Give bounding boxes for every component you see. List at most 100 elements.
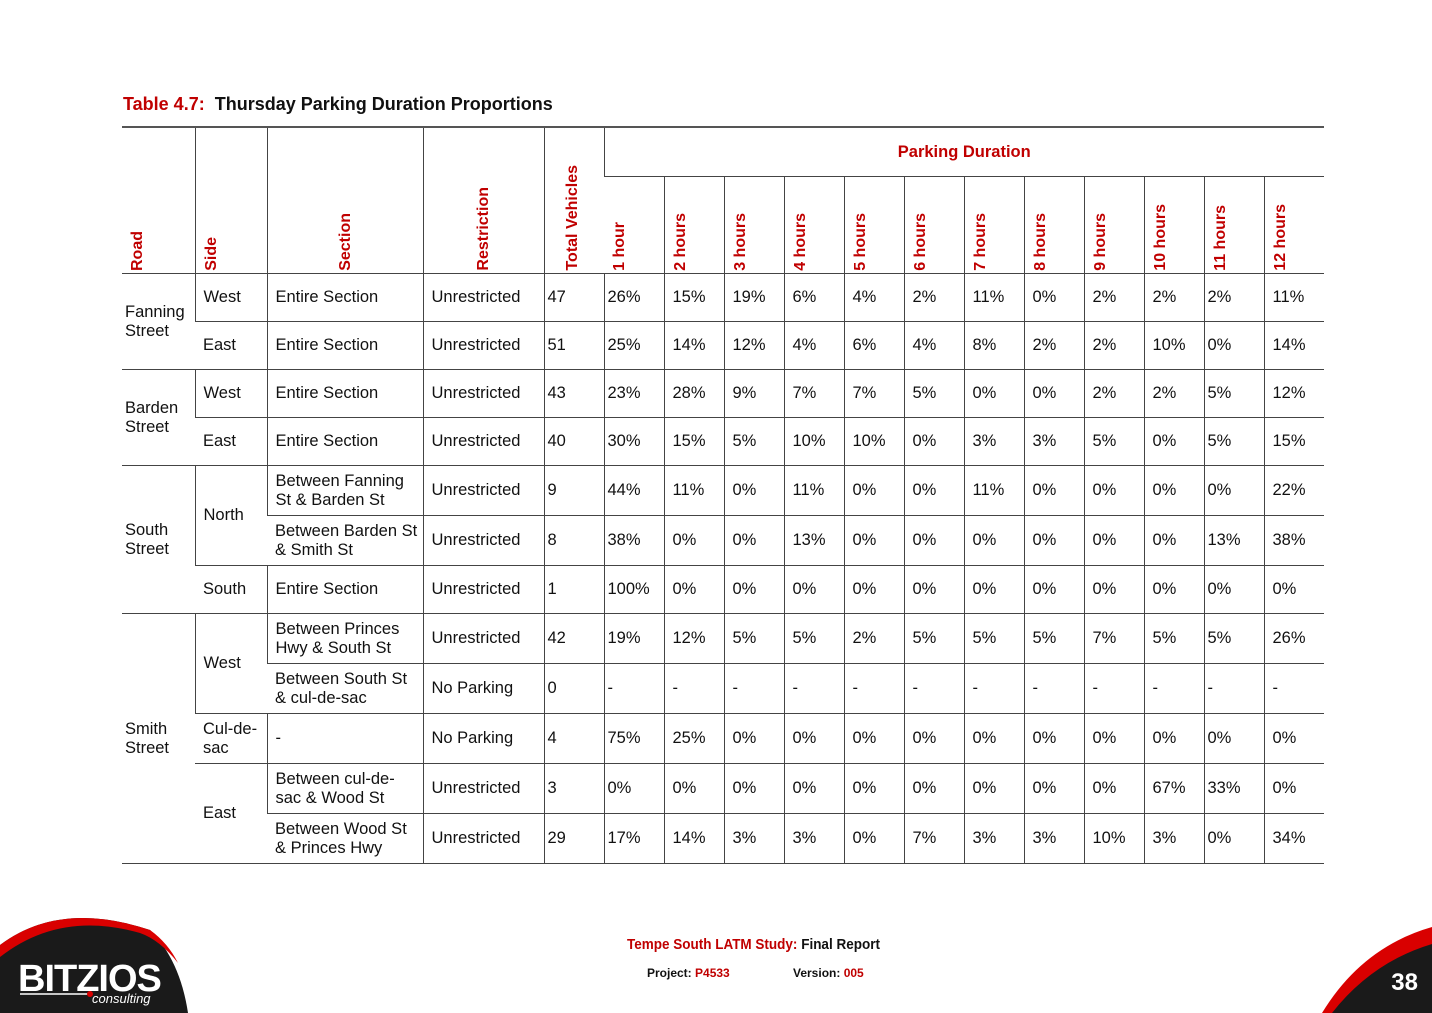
table-row: South Street North Between Fanning St & Ba… — [122, 465, 1324, 614]
duration-value-cell: 0% — [783, 713, 844, 764]
section-cell: Entire Section — [266, 273, 423, 322]
restriction-cell: Unrestricted — [422, 813, 544, 864]
total-vehicles-cell: 42 — [543, 613, 604, 664]
duration-value-cell: 30% — [603, 417, 664, 466]
duration-value-cell: 0% — [963, 369, 1024, 418]
duration-value-cell: 0% — [1083, 465, 1144, 516]
duration-value-cell: 3% — [1023, 813, 1084, 864]
restriction-cell: No Parking — [422, 663, 544, 714]
duration-value-cell: 38% — [603, 515, 664, 566]
header-duration: 10 hours — [1143, 176, 1204, 274]
parking-duration-table: Road Side Section Restriction Total Vehi… — [122, 126, 1324, 864]
header-duration: 7 hours — [963, 176, 1024, 274]
duration-value-cell: 5% — [783, 613, 844, 664]
duration-value-cell: 2% — [1083, 321, 1144, 370]
duration-value-cell: 0% — [783, 565, 844, 614]
table-row: Between Barden St & Smith St Unrestricted… — [122, 515, 1324, 566]
duration-value-cell: - — [903, 663, 964, 714]
restriction-cell: Unrestricted — [422, 465, 544, 516]
restriction-cell: Unrestricted — [422, 417, 544, 466]
duration-value-cell: 10% — [1143, 321, 1204, 370]
duration-value-cell: 3% — [963, 417, 1024, 466]
section-cell: Entire Section — [266, 369, 423, 418]
header-section: Section — [266, 126, 423, 274]
duration-value-cell: 0% — [1203, 565, 1264, 614]
duration-value-cell: 5% — [1203, 369, 1264, 418]
duration-value-cell: 15% — [1263, 417, 1324, 466]
duration-value-cell: 0% — [723, 465, 784, 516]
duration-value-cell: 0% — [1083, 713, 1144, 764]
duration-value-cell: 0% — [663, 515, 724, 566]
restriction-cell: No Parking — [422, 713, 544, 764]
header-road: Road — [122, 126, 195, 274]
duration-value-cell: 15% — [663, 417, 724, 466]
duration-value-cell: 2% — [1203, 273, 1264, 322]
duration-value-cell: 0% — [1143, 417, 1204, 466]
duration-value-cell: 0% — [903, 465, 964, 516]
caption-label: Table 4.7: — [123, 94, 205, 114]
duration-value-cell: 12% — [1263, 369, 1324, 418]
duration-value-cell: 5% — [1203, 613, 1264, 664]
footer-report: Final Report — [801, 936, 880, 953]
table-row: Smith Street West Between Princes Hwy & So… — [122, 613, 1324, 864]
duration-value-cell: 0% — [723, 763, 784, 814]
table-row: East Entire Section Unrestricted 51 25% 14% 12… — [122, 321, 1324, 370]
duration-value-cell: - — [843, 663, 904, 714]
duration-value-cell: 0% — [723, 565, 784, 614]
duration-value-cell: 33% — [1203, 763, 1264, 814]
duration-value-cell: - — [783, 663, 844, 714]
side-cell: West — [194, 613, 267, 714]
duration-value-cell: 5% — [1083, 417, 1144, 466]
duration-value-cell: 5% — [1203, 417, 1264, 466]
duration-value-cell: 0% — [903, 515, 964, 566]
road-cell: Fanning Street — [122, 273, 195, 370]
duration-value-cell: 25% — [603, 321, 664, 370]
total-vehicles-cell: 1 — [543, 565, 604, 614]
total-vehicles-cell: 8 — [543, 515, 604, 566]
side-cell: East — [195, 321, 267, 370]
version-label: Version: — [793, 966, 841, 980]
duration-value-cell: 6% — [843, 321, 904, 370]
section-cell: Entire Section — [266, 565, 423, 614]
duration-value-cell: 0% — [1203, 813, 1264, 864]
duration-value-cell: 4% — [783, 321, 844, 370]
total-vehicles-cell: 0 — [543, 663, 604, 714]
table-row: South Entire Section Unrestricted 1 100% 0% 0%… — [122, 565, 1324, 614]
duration-value-cell: 3% — [1023, 417, 1084, 466]
duration-value-cell: 0% — [1023, 515, 1084, 566]
side-cell: South — [195, 565, 267, 614]
duration-value-cell: 3% — [783, 813, 844, 864]
duration-value-cell: 0% — [843, 763, 904, 814]
duration-value-cell: 25% — [663, 713, 724, 764]
duration-value-cell: 0% — [1203, 465, 1264, 516]
duration-value-cell: 0% — [1023, 273, 1084, 322]
restriction-cell: Unrestricted — [422, 763, 544, 814]
restriction-cell: Unrestricted — [422, 273, 544, 322]
duration-value-cell: 0% — [1263, 565, 1324, 614]
duration-value-cell: 0% — [1143, 713, 1204, 764]
duration-value-cell: 28% — [663, 369, 724, 418]
duration-value-cell: 10% — [1083, 813, 1144, 864]
restriction-cell: Unrestricted — [422, 565, 544, 614]
duration-value-cell: 0% — [1143, 465, 1204, 516]
page-corner-graphic — [1322, 927, 1432, 1013]
duration-value-cell: 75% — [603, 713, 664, 764]
section-cell: Between South St & cul-de-sac — [267, 663, 423, 714]
restriction-cell: Unrestricted — [422, 369, 544, 418]
duration-value-cell: 0% — [1203, 321, 1264, 370]
header-duration: 12 hours — [1263, 176, 1324, 274]
duration-value-cell: 2% — [1143, 273, 1204, 322]
duration-value-cell: 11% — [783, 465, 844, 516]
header-duration: 1 hour — [604, 176, 664, 274]
duration-value-cell: 0% — [963, 515, 1024, 566]
duration-value-cell: 0% — [663, 565, 724, 614]
bitzios-logo: BITZIOS — [18, 958, 162, 1000]
duration-value-cell: 44% — [603, 465, 664, 516]
section-cell: Between Wood St & Princes Hwy — [267, 813, 423, 864]
duration-value-cell: 13% — [1203, 515, 1264, 566]
header-duration: 6 hours — [903, 176, 964, 274]
duration-value-cell: 0% — [1203, 713, 1264, 764]
duration-value-cell: 0% — [783, 763, 844, 814]
duration-value-cell: 0% — [963, 565, 1024, 614]
duration-value-cell: 2% — [1023, 321, 1084, 370]
